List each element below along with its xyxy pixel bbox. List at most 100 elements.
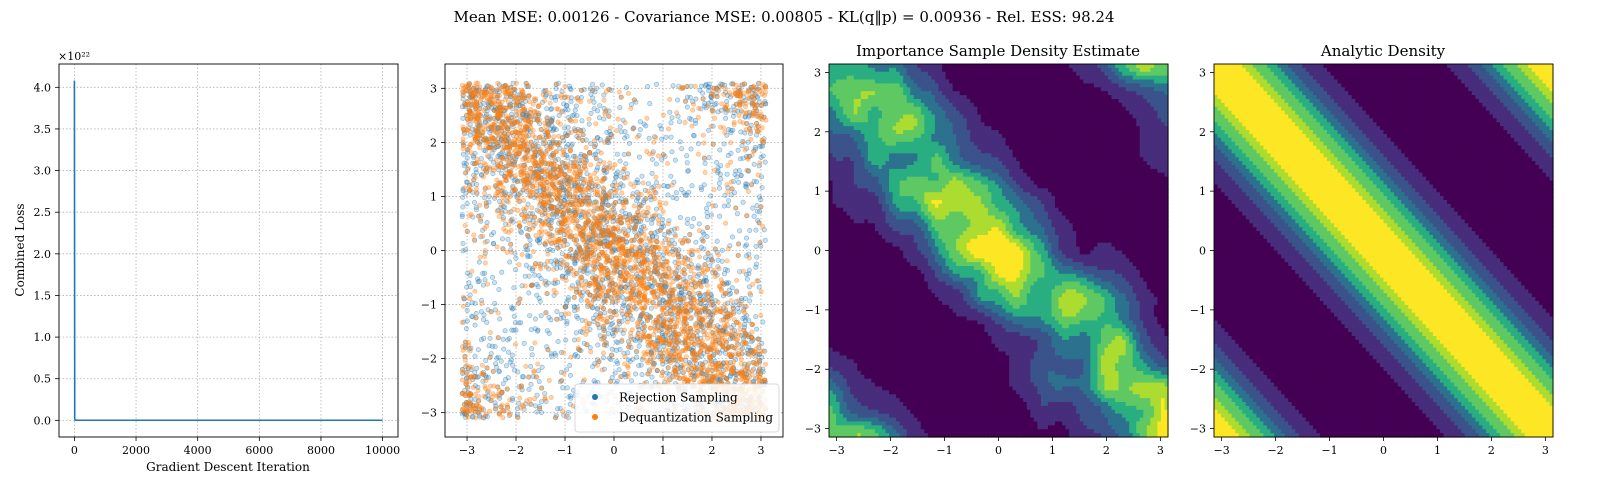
- scatter-point: [630, 194, 634, 198]
- scatter-point: [479, 338, 483, 342]
- scatter-point: [750, 369, 754, 373]
- scatter-point: [702, 141, 706, 145]
- scatter-point: [670, 183, 674, 187]
- scatter-point: [464, 326, 468, 330]
- scatter-point: [476, 94, 480, 98]
- scatter-point: [533, 341, 537, 345]
- scatter-point: [759, 155, 763, 159]
- scatter-point: [516, 415, 520, 419]
- scatter-point: [534, 234, 538, 238]
- scatter-point: [580, 119, 584, 123]
- scatter-point: [600, 278, 604, 282]
- loss-plot-panel: ×10²² Gradient Descent Iteration Combine…: [13, 50, 400, 474]
- scatter-point: [624, 162, 628, 166]
- scatter-point: [744, 304, 748, 308]
- scatter-point: [629, 106, 633, 110]
- scatter-point: [716, 300, 720, 304]
- scatter-point: [749, 137, 753, 141]
- scatter-point: [725, 183, 729, 187]
- scatter-point: [548, 101, 552, 105]
- y-tick-label: 3: [430, 82, 437, 95]
- scatter-point: [632, 204, 636, 208]
- scatter-point: [578, 293, 582, 297]
- scatter-point: [580, 283, 584, 287]
- scatter-point: [657, 184, 661, 188]
- scatter-point: [649, 306, 653, 310]
- scatter-point: [539, 267, 543, 271]
- scatter-point: [644, 236, 648, 240]
- scatter-point: [690, 224, 694, 228]
- scatter-point: [483, 271, 487, 275]
- scatter-point: [675, 111, 679, 115]
- scatter-point: [723, 86, 727, 90]
- scatter-point: [482, 313, 486, 317]
- scatter-point: [569, 286, 573, 290]
- scatter-point: [507, 336, 511, 340]
- scatter-point: [706, 128, 710, 132]
- y-tick-label: 2.5: [34, 206, 52, 219]
- scatter-point: [482, 196, 486, 200]
- scatter-point: [677, 120, 681, 124]
- scatter-point: [730, 235, 734, 239]
- scatter-point: [602, 161, 606, 165]
- scatter-point: [527, 221, 531, 225]
- loss-series-line: [74, 81, 382, 421]
- scatter-point: [501, 217, 505, 221]
- scatter-point: [695, 266, 699, 270]
- scatter-point: [732, 120, 736, 124]
- scatter-point: [495, 245, 499, 249]
- scatter-point: [612, 184, 616, 188]
- scatter-point: [664, 251, 668, 255]
- scatter-point: [653, 197, 657, 201]
- scatter-point: [551, 267, 555, 271]
- scatter-point: [675, 98, 679, 102]
- scatter-point: [579, 298, 583, 302]
- scatter-point: [606, 166, 610, 170]
- scatter-point: [506, 350, 510, 354]
- scatter-point: [749, 129, 753, 133]
- scatter-point: [702, 329, 706, 333]
- scatter-point: [686, 362, 690, 366]
- scatter-point: [734, 290, 738, 294]
- scatter-point: [481, 283, 485, 287]
- y-tick-label: 0.0: [34, 414, 52, 427]
- scatter-point: [627, 141, 631, 145]
- scatter-point: [566, 142, 570, 146]
- scatter-point: [585, 298, 589, 302]
- scatter-point: [566, 156, 570, 160]
- scatter-point: [729, 299, 733, 303]
- scatter-point: [465, 319, 469, 323]
- scatter-point: [761, 320, 765, 324]
- scatter-point: [481, 234, 485, 238]
- scatter-point: [664, 201, 668, 205]
- scatter-point: [568, 230, 572, 234]
- scatter-point: [561, 386, 565, 390]
- scatter-point: [487, 409, 491, 413]
- scatter-point: [643, 325, 647, 329]
- scatter-point: [501, 415, 505, 419]
- scatter-point: [574, 331, 578, 335]
- scatter-point: [656, 154, 660, 158]
- scatter-point: [587, 99, 591, 103]
- scatter-point: [579, 170, 583, 174]
- scatter-point: [739, 347, 743, 351]
- scatter-point: [660, 359, 664, 363]
- scatter-point: [736, 148, 740, 152]
- scatter-point: [526, 248, 530, 252]
- scatter-point: [528, 314, 532, 318]
- scatter-point: [614, 348, 618, 352]
- scatter-point: [587, 303, 591, 307]
- scatter-point: [461, 241, 465, 245]
- scatter-point: [758, 209, 762, 213]
- scatter-point: [495, 209, 499, 213]
- scatter-point: [661, 113, 665, 117]
- scatter-point: [592, 139, 596, 143]
- scatter-point: [571, 219, 575, 223]
- scatter-point: [476, 118, 480, 122]
- scatter-point: [717, 214, 721, 218]
- scatter-point: [563, 84, 567, 88]
- scatter-point: [494, 158, 498, 162]
- scatter-point: [490, 151, 494, 155]
- y-tick-label: 3.0: [34, 165, 52, 178]
- y-tick-label: 2.0: [34, 248, 52, 261]
